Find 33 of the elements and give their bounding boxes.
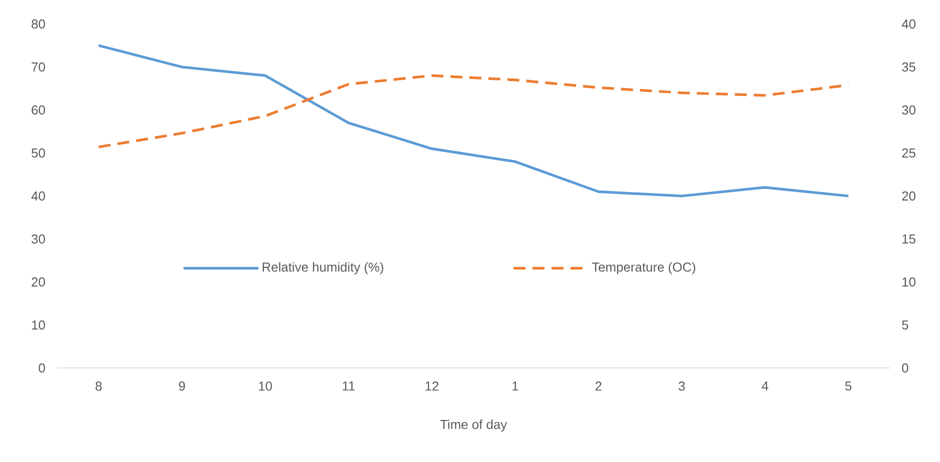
y2-tick-label: 5 [902, 320, 908, 330]
y2-tick-label: 25 [902, 148, 916, 158]
y-tick-label: 50 [32, 148, 45, 158]
y2-tick-label: 15 [902, 234, 916, 244]
x-tick-label: 3 [678, 382, 685, 391]
y2-tick-label: 30 [902, 105, 916, 115]
line-series [97, 44, 850, 198]
y2-tick-label: 20 [902, 191, 916, 201]
y-tick-label: 0 [38, 363, 45, 373]
line-series [97, 74, 850, 148]
x-tick-label: 2 [596, 382, 602, 391]
y-tick-label: 10 [32, 320, 45, 330]
y2-tick-label: 10 [902, 277, 916, 287]
x-tick-label: 12 [426, 382, 438, 391]
y-tick-label: 80 [32, 19, 45, 29]
y-tick-label: 70 [32, 62, 45, 72]
x-tick-label: 8 [96, 382, 102, 391]
x-axis-title: Time of day [440, 420, 508, 432]
y2-tick-label: 35 [902, 62, 916, 72]
y2-tick-label: 40 [902, 19, 916, 29]
legend-label: Relative humidity (%) [262, 262, 384, 274]
x-tick-label: 4 [762, 382, 768, 390]
x-tick-label: 9 [178, 382, 185, 391]
y2-tick-label: 0 [902, 363, 908, 373]
x-tick-label: 11 [342, 382, 355, 390]
x-tick-label: 10 [259, 382, 272, 391]
x-tick-label: 1 [512, 382, 518, 390]
y-tick-label: 30 [32, 234, 45, 244]
y-tick-label: 20 [32, 277, 45, 287]
y-tick-label: 40 [31, 191, 45, 201]
x-tick-label: 5 [845, 382, 852, 391]
y-tick-label: 60 [32, 105, 45, 115]
legend-label: Temperature (OC) [592, 262, 696, 274]
